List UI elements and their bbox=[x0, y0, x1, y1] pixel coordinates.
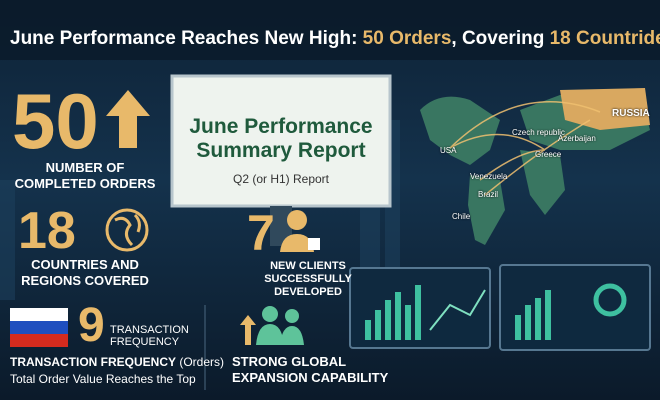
label-line: COUNTRIES AND bbox=[31, 257, 139, 272]
countries-number: 18 bbox=[18, 202, 76, 260]
report-title: June Performance Summary Report bbox=[172, 115, 390, 163]
title-text: , Covering bbox=[451, 28, 550, 49]
map-label: Azerbaijan bbox=[558, 134, 596, 143]
map-label: Venezuela bbox=[470, 172, 508, 181]
label-line: REGIONS COVERED bbox=[21, 273, 149, 288]
report-title-line: Summary Report bbox=[196, 139, 366, 162]
countries-label: COUNTRIES AND REGIONS COVERED bbox=[5, 257, 165, 289]
clients-number: 7 bbox=[247, 205, 275, 261]
map-label: USA bbox=[440, 146, 457, 155]
map-label: Chile bbox=[452, 212, 471, 221]
label-line: DEVELOPED bbox=[274, 286, 342, 298]
map-label: Czech republic bbox=[512, 128, 565, 137]
title-highlight: 50 Orders bbox=[362, 28, 452, 49]
report-title-line: June Performance bbox=[189, 115, 373, 138]
label-line: FREQUENCY bbox=[110, 336, 180, 348]
frequency-side-label: TRANSACTION FREQUENCY bbox=[110, 324, 189, 348]
frequency-caption: TRANSACTION FREQUENCY (Orders) bbox=[10, 355, 224, 369]
orders-number: 50 bbox=[12, 77, 99, 165]
expansion-label: STRONG GLOBAL EXPANSION CAPABILITY bbox=[232, 354, 388, 386]
label-line: EXPANSION CAPABILITY bbox=[232, 370, 389, 385]
caption-suffix: (Orders) bbox=[176, 355, 225, 369]
map-label: Greece bbox=[535, 150, 562, 159]
orders-label: NUMBER OF COMPLETED ORDERS bbox=[5, 160, 165, 192]
map-label: Brazil bbox=[478, 190, 499, 199]
label-line: STRONG GLOBAL bbox=[232, 354, 347, 369]
label-line: COMPLETED ORDERS bbox=[14, 176, 156, 191]
frequency-number: 9 bbox=[78, 299, 105, 352]
title-highlight: 18 Countride bbox=[549, 28, 660, 49]
frequency-caption-line: Total Order Value Reaches the Top bbox=[10, 372, 196, 386]
clients-label: NEW CLIENTS SUCCESSFULLY DEVELOPED bbox=[228, 260, 388, 299]
label-line: NEW CLIENTS SUCCESSFULLY bbox=[264, 260, 352, 285]
label-line: TRANSACTION bbox=[110, 324, 189, 336]
title-text: June Performance Reaches New High: bbox=[10, 28, 363, 49]
caption-bold: TRANSACTION FREQUENCY bbox=[10, 355, 177, 369]
map-label: RUSSIA bbox=[612, 108, 650, 119]
title: June Performance Reaches New High: 50 Or… bbox=[10, 28, 660, 50]
report-subtitle: Q2 (or H1) Report bbox=[232, 172, 330, 186]
label-line: NUMBER OF bbox=[45, 160, 125, 175]
